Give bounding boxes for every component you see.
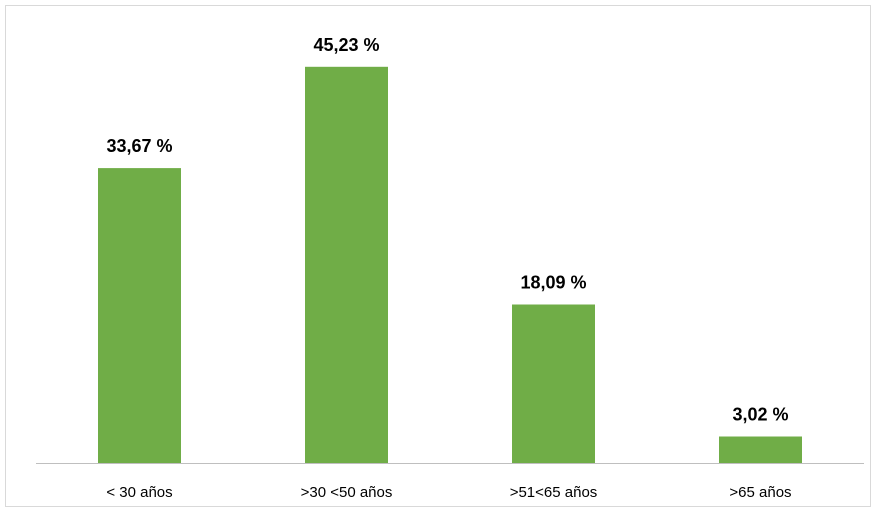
- x-tick-labels-layer: < 30 años >30 <50 años >51<65 años >65 años: [106, 484, 791, 501]
- chart-frame: 33,67 % 45,23 % 18,09 % 3,02 % < 30 años >30…: [5, 5, 871, 507]
- data-labels-layer: 33,67 % 45,23 % 18,09 % 3,02 %: [106, 35, 788, 425]
- bar-0: [98, 168, 181, 463]
- bar-2: [512, 304, 595, 463]
- x-tick-label-0: < 30 años: [106, 484, 172, 501]
- data-label-2: 18,09 %: [520, 273, 586, 293]
- bar-3: [719, 436, 802, 463]
- bar-1: [305, 66, 388, 464]
- data-label-0: 33,67 %: [106, 136, 172, 156]
- x-tick-label-1: >30 <50 años: [301, 484, 393, 501]
- bar-chart: 33,67 % 45,23 % 18,09 % 3,02 % < 30 años >30…: [36, 35, 864, 501]
- data-label-1: 45,23 %: [313, 35, 379, 55]
- x-tick-label-3: >65 años: [729, 484, 791, 501]
- bars-layer: [98, 66, 802, 464]
- x-tick-label-2: >51<65 años: [510, 484, 598, 501]
- data-label-3: 3,02 %: [732, 405, 788, 425]
